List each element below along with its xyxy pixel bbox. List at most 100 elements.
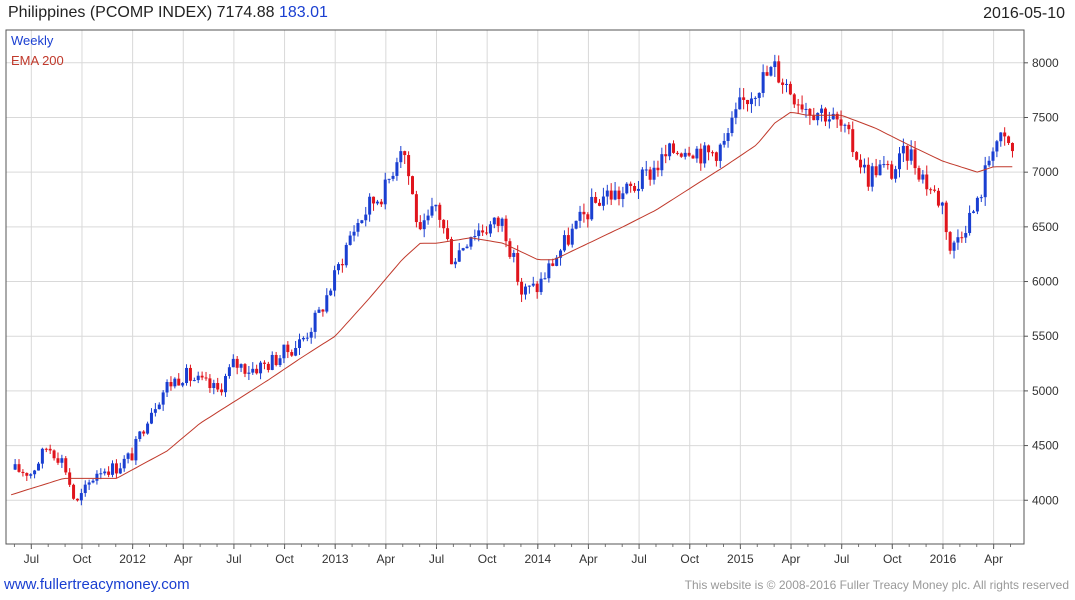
candle-body: [173, 378, 177, 387]
y-tick-label: 4500: [1032, 439, 1059, 453]
candle-body: [344, 244, 348, 266]
candle-body: [687, 152, 691, 156]
candle-body: [738, 97, 742, 110]
candle-body: [60, 458, 64, 463]
candle-body: [917, 168, 921, 180]
candle-body: [266, 363, 270, 370]
candle-body: [83, 484, 87, 494]
chart-date: 2016-05-10: [983, 5, 1065, 22]
candle-body: [543, 278, 547, 280]
candle-body: [379, 201, 383, 205]
candle-body: [220, 389, 224, 393]
candle-body: [185, 367, 189, 384]
candle-body: [99, 473, 103, 475]
candle-body: [757, 92, 761, 98]
candle-body: [668, 143, 672, 157]
candle-body: [44, 448, 48, 450]
candle-body: [672, 143, 676, 153]
candle-body: [259, 362, 263, 374]
candle-body: [749, 98, 753, 105]
candle-body: [165, 382, 169, 393]
candle-body: [983, 165, 987, 198]
candle-body: [765, 72, 769, 76]
candle-body: [890, 164, 894, 179]
candle-body: [1010, 143, 1014, 152]
candle-body: [574, 220, 578, 229]
candle-body: [648, 169, 652, 180]
candle-body: [710, 152, 714, 154]
candle-body: [95, 473, 99, 481]
candle-body: [453, 261, 457, 265]
candle-body: [808, 108, 812, 116]
candle-body: [882, 164, 886, 166]
candle-body: [40, 448, 44, 464]
candle-body: [851, 129, 855, 153]
candle-body: [434, 204, 438, 207]
y-tick-label: 7000: [1032, 165, 1059, 179]
ema-200-line: [10, 111, 1013, 496]
candle-body: [481, 230, 485, 233]
candle-body: [274, 354, 278, 366]
candle-body: [644, 169, 648, 171]
candle-body: [56, 458, 60, 463]
candle-body: [227, 367, 231, 377]
candle-body: [859, 159, 863, 168]
candle-body: [356, 222, 360, 232]
candle-body: [656, 167, 660, 171]
candle-body: [364, 214, 368, 221]
candle-body: [196, 375, 200, 381]
candle-body: [216, 383, 220, 390]
candle-body: [520, 281, 524, 295]
candle-body: [695, 148, 699, 159]
candle-body: [368, 196, 372, 215]
candle-body: [972, 211, 976, 213]
candle-body: [746, 99, 750, 105]
candle-body: [660, 154, 664, 171]
candle-body: [118, 468, 122, 474]
candle-body: [948, 232, 952, 251]
candle-body: [488, 224, 492, 234]
candle-body: [929, 189, 933, 191]
candle-body: [527, 285, 531, 287]
candle-body: [874, 166, 878, 176]
y-tick-label: 8000: [1032, 56, 1059, 70]
x-tick-label: Jul: [24, 552, 39, 566]
candle-body: [29, 474, 33, 476]
candle-body: [21, 471, 25, 474]
candle-body: [298, 339, 302, 348]
candle-body: [340, 264, 344, 266]
candle-body: [111, 463, 115, 475]
candle-body: [734, 109, 738, 118]
candle-body: [336, 264, 340, 271]
site-link[interactable]: www.fullertreacymoney.com: [4, 576, 190, 593]
candle-body: [301, 337, 305, 340]
x-tick-label: Apr: [782, 552, 801, 566]
candle-body: [387, 178, 391, 180]
x-tick-label: Jul: [631, 552, 646, 566]
candle-body: [968, 212, 972, 234]
candle-body: [500, 218, 504, 226]
candle-body: [122, 458, 126, 469]
candle-body: [130, 453, 134, 461]
candle-body: [531, 283, 535, 286]
candle-body: [446, 228, 450, 240]
candle-body: [777, 61, 781, 83]
candle-body: [633, 185, 637, 191]
candle-body: [188, 367, 192, 381]
copyright-text: This website is © 2008-2016 Fuller Treac…: [684, 578, 1069, 592]
candle-body: [722, 140, 726, 145]
candle-body: [372, 196, 376, 204]
candle-body: [208, 378, 212, 389]
candle-body: [714, 152, 718, 161]
candle-body: [547, 263, 551, 279]
candle-body: [64, 458, 68, 473]
candle-body: [333, 270, 337, 291]
candle-body: [469, 237, 473, 247]
candle-body: [921, 174, 925, 180]
candle-body: [243, 364, 247, 374]
candle-body: [391, 175, 395, 179]
candle-body: [975, 197, 979, 212]
candle-body: [426, 215, 430, 221]
candle-body: [410, 176, 414, 195]
candle-body: [862, 164, 866, 168]
